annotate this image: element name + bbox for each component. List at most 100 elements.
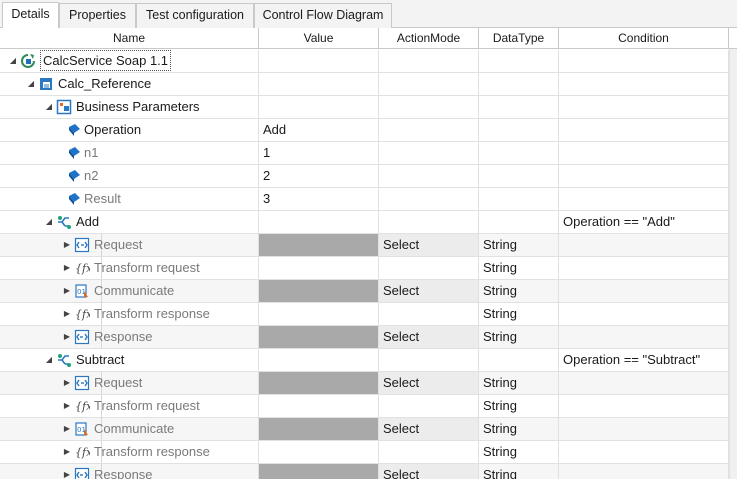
cell-actionmode[interactable] xyxy=(379,211,479,233)
cell-value[interactable] xyxy=(259,211,379,233)
cell-actionmode[interactable]: Select xyxy=(379,418,479,440)
cell-datatype[interactable]: String xyxy=(479,234,559,256)
cell-datatype[interactable] xyxy=(479,73,559,95)
tree-row[interactable]: Result 3 xyxy=(0,188,737,211)
cell-name[interactable]: ▶ {fx} Transform request xyxy=(0,257,259,279)
cell-actionmode[interactable] xyxy=(379,50,479,72)
cell-condition[interactable] xyxy=(559,280,729,302)
cell-condition[interactable] xyxy=(559,395,729,417)
cell-value[interactable] xyxy=(259,326,379,348)
tree-row[interactable]: ◢ CalcService Soap 1.1 xyxy=(0,50,737,73)
cell-name[interactable]: ▶ {fx} Transform response xyxy=(0,441,259,463)
cell-actionmode[interactable] xyxy=(379,165,479,187)
cell-condition[interactable] xyxy=(559,50,729,72)
cell-actionmode[interactable] xyxy=(379,188,479,210)
column-header-actionmode[interactable]: ActionMode xyxy=(379,28,479,49)
cell-name[interactable]: ▶ {fx} Transform response xyxy=(0,303,259,325)
cell-actionmode[interactable] xyxy=(379,395,479,417)
cell-name[interactable]: ▶ Request xyxy=(0,234,259,256)
collapse-arrow-icon[interactable]: ◢ xyxy=(9,56,17,65)
cell-condition[interactable] xyxy=(559,119,729,141)
cell-condition[interactable] xyxy=(559,372,729,394)
cell-actionmode[interactable] xyxy=(379,257,479,279)
tree-row[interactable]: ▶ Request Select String xyxy=(0,234,737,257)
cell-value[interactable] xyxy=(259,73,379,95)
cell-value[interactable] xyxy=(259,303,379,325)
cell-condition[interactable] xyxy=(559,73,729,95)
tree-row[interactable]: Operation Add xyxy=(0,119,737,142)
expand-arrow-icon[interactable]: ▶ xyxy=(63,401,71,410)
collapse-arrow-icon[interactable]: ◢ xyxy=(45,102,53,111)
cell-datatype[interactable] xyxy=(479,50,559,72)
cell-actionmode[interactable] xyxy=(379,119,479,141)
cell-datatype[interactable]: String xyxy=(479,441,559,463)
expand-arrow-icon[interactable]: ▶ xyxy=(63,263,71,272)
cell-name[interactable]: ◢ Add xyxy=(0,211,259,233)
cell-name[interactable]: Operation xyxy=(0,119,259,141)
expand-arrow-icon[interactable]: ▶ xyxy=(63,332,71,341)
cell-datatype[interactable] xyxy=(479,119,559,141)
cell-value[interactable] xyxy=(259,280,379,302)
cell-actionmode[interactable] xyxy=(379,303,479,325)
tree-row[interactable]: ◢ Subtract Operation == "Subtract" xyxy=(0,349,737,372)
cell-condition[interactable] xyxy=(559,96,729,118)
cell-condition[interactable] xyxy=(559,441,729,463)
cell-condition[interactable] xyxy=(559,464,729,479)
cell-condition[interactable] xyxy=(559,165,729,187)
cell-actionmode[interactable] xyxy=(379,441,479,463)
column-header-datatype[interactable]: DataType xyxy=(479,28,559,49)
cell-condition[interactable] xyxy=(559,257,729,279)
tree-row[interactable]: ▶ {fx} Transform request String xyxy=(0,257,737,280)
cell-value[interactable] xyxy=(259,441,379,463)
tree-row[interactable]: ▶ {fx} Transform request String xyxy=(0,395,737,418)
cell-value[interactable] xyxy=(259,50,379,72)
cell-name[interactable]: ◢ CalcService Soap 1.1 xyxy=(0,50,259,72)
cell-name[interactable]: ▶ 01 Communicate xyxy=(0,418,259,440)
column-header-name[interactable]: Name xyxy=(0,28,259,49)
cell-datatype[interactable]: String xyxy=(479,395,559,417)
cell-name[interactable]: ▶ {fx} Transform request xyxy=(0,395,259,417)
cell-condition[interactable] xyxy=(559,418,729,440)
cell-value[interactable]: Add xyxy=(259,119,379,141)
expand-arrow-icon[interactable]: ▶ xyxy=(63,470,71,479)
tree-row[interactable]: n2 2 xyxy=(0,165,737,188)
tab-properties[interactable]: Properties xyxy=(59,3,136,28)
cell-actionmode[interactable] xyxy=(379,142,479,164)
cell-actionmode[interactable]: Select xyxy=(379,234,479,256)
tree-row[interactable]: ◢ Add Operation == "Add" xyxy=(0,211,737,234)
tree-row[interactable]: ▶ {fx} Transform response String xyxy=(0,303,737,326)
vertical-scrollbar[interactable] xyxy=(729,49,737,479)
column-header-value[interactable]: Value xyxy=(259,28,379,49)
cell-value[interactable] xyxy=(259,372,379,394)
cell-condition[interactable] xyxy=(559,326,729,348)
tab-test-configuration[interactable]: Test configuration xyxy=(136,3,254,28)
cell-name[interactable]: ◢ Calc_Reference xyxy=(0,73,259,95)
collapse-arrow-icon[interactable]: ◢ xyxy=(45,355,53,364)
cell-actionmode[interactable]: Select xyxy=(379,372,479,394)
cell-value[interactable]: 1 xyxy=(259,142,379,164)
tree-row[interactable]: ▶ Response Select String xyxy=(0,326,737,349)
cell-value[interactable] xyxy=(259,464,379,479)
cell-datatype[interactable]: String xyxy=(479,326,559,348)
cell-datatype[interactable] xyxy=(479,349,559,371)
cell-datatype[interactable] xyxy=(479,165,559,187)
cell-value[interactable] xyxy=(259,257,379,279)
cell-condition[interactable] xyxy=(559,142,729,164)
cell-name[interactable]: n1 xyxy=(0,142,259,164)
tree-row[interactable]: ◢ Business Parameters xyxy=(0,96,737,119)
collapse-arrow-icon[interactable]: ◢ xyxy=(45,217,53,226)
cell-condition[interactable] xyxy=(559,303,729,325)
cell-datatype[interactable]: String xyxy=(479,280,559,302)
cell-actionmode[interactable] xyxy=(379,349,479,371)
cell-datatype[interactable] xyxy=(479,96,559,118)
cell-name[interactable]: ◢ Business Parameters xyxy=(0,96,259,118)
cell-datatype[interactable]: String xyxy=(479,303,559,325)
expand-arrow-icon[interactable]: ▶ xyxy=(63,240,71,249)
cell-condition[interactable]: Operation == "Subtract" xyxy=(559,349,729,371)
cell-value[interactable] xyxy=(259,234,379,256)
collapse-arrow-icon[interactable]: ◢ xyxy=(27,79,35,88)
cell-actionmode[interactable] xyxy=(379,73,479,95)
cell-name[interactable]: n2 xyxy=(0,165,259,187)
tab-control-flow-diagram[interactable]: Control Flow Diagram xyxy=(254,3,392,28)
expand-arrow-icon[interactable]: ▶ xyxy=(63,286,71,295)
